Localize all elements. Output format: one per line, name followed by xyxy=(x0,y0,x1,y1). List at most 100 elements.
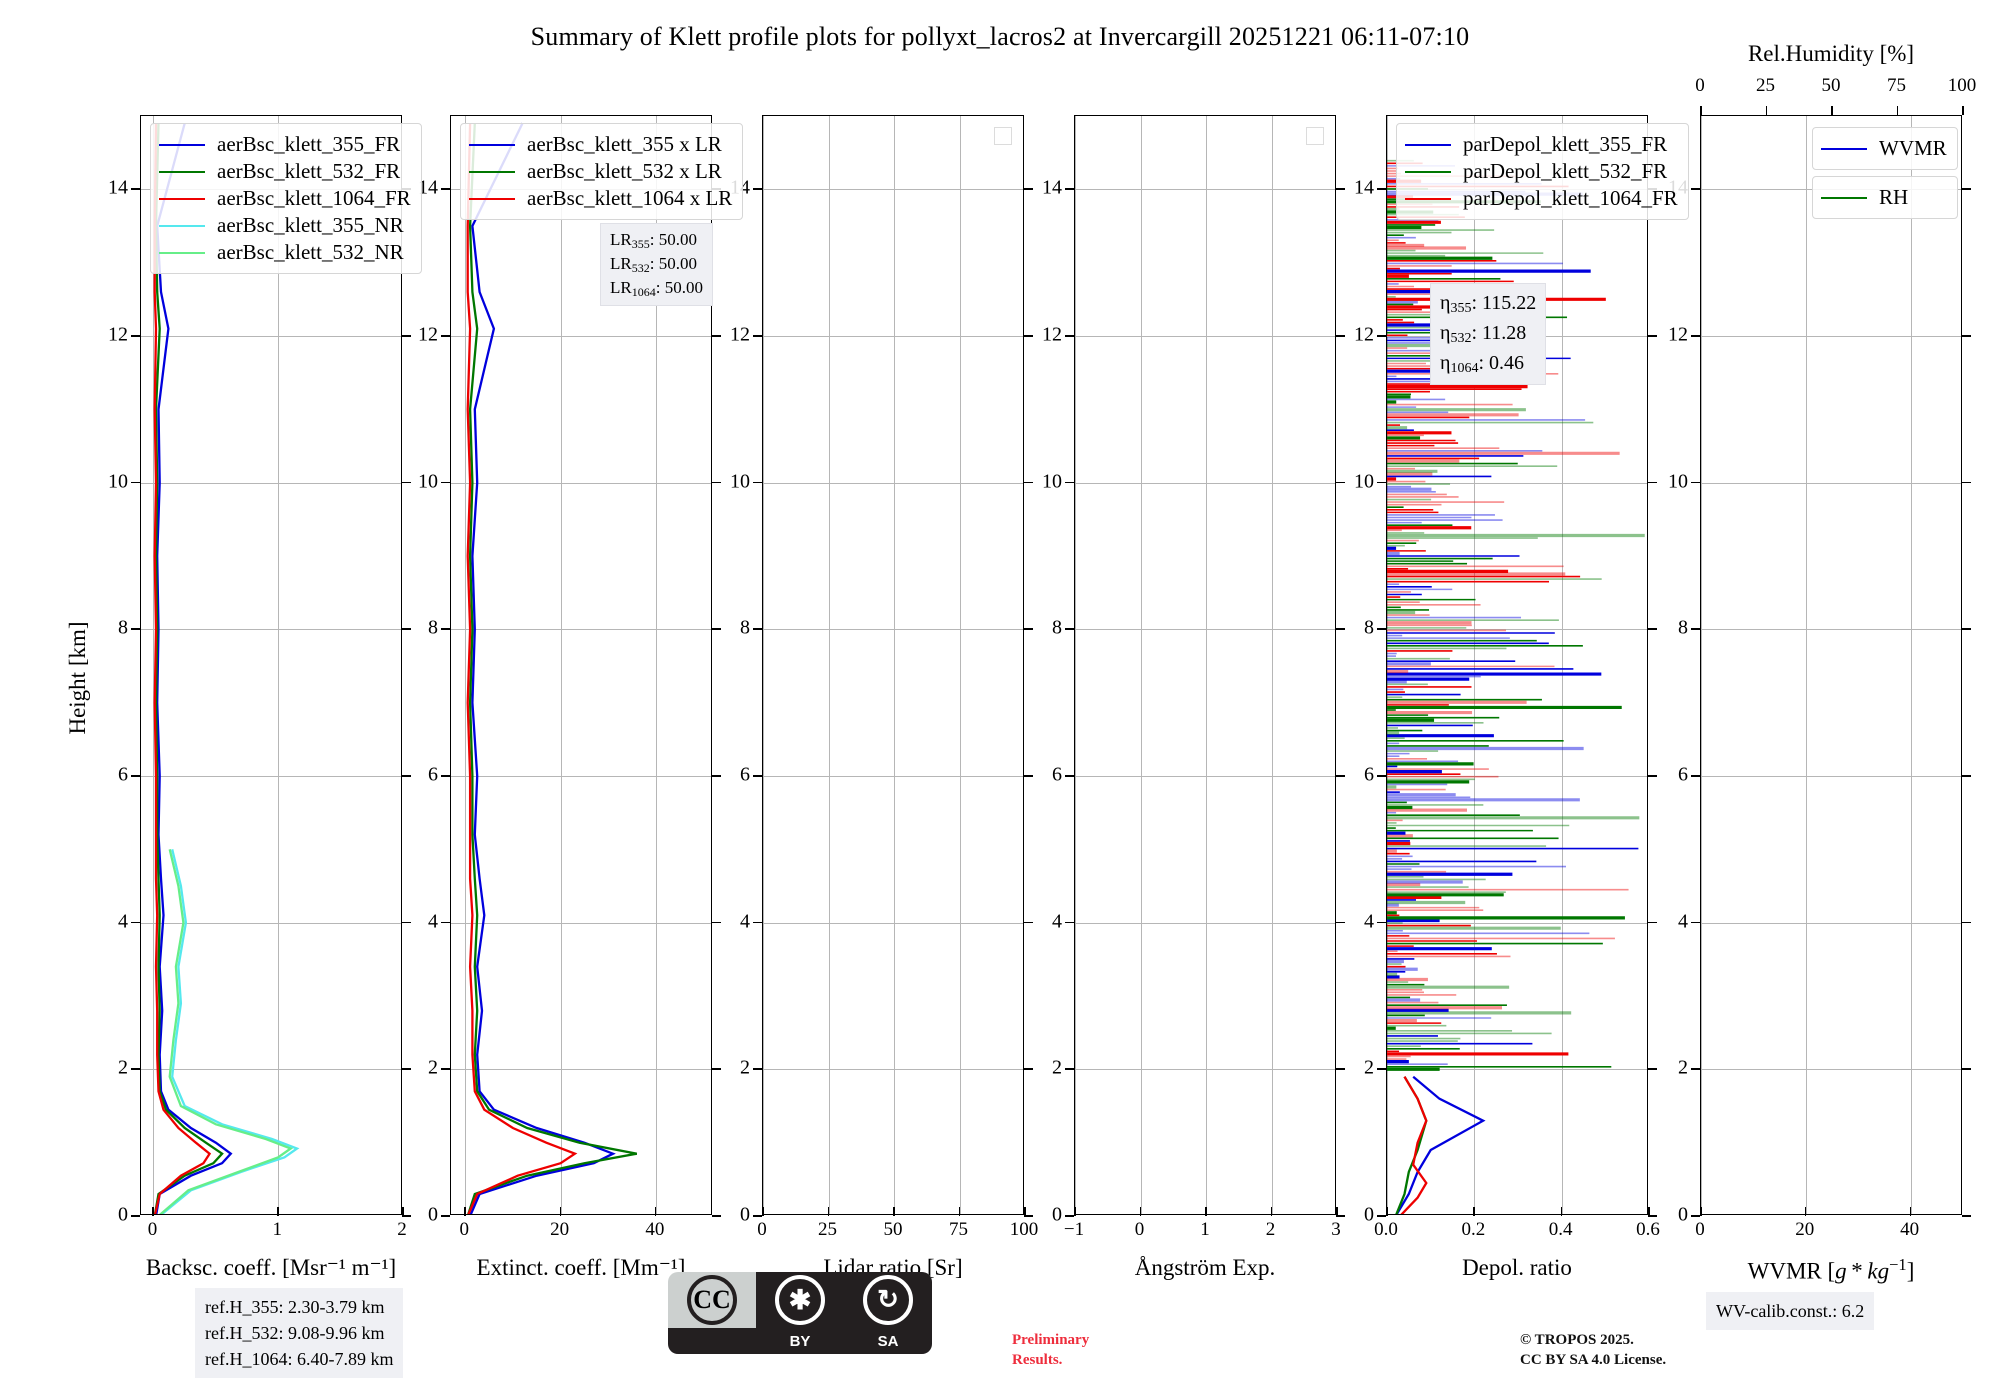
y-tick-left xyxy=(441,775,450,777)
gridline-vertical xyxy=(894,116,895,1214)
y-tick-left xyxy=(753,335,762,337)
y-tick-left xyxy=(1691,628,1700,630)
y-tick-label: 2 xyxy=(1364,1056,1374,1079)
y-tick-right xyxy=(1336,335,1345,337)
reference-height-line: ref.H_355: 2.30-3.79 km xyxy=(205,1297,385,1317)
gridline-horizontal xyxy=(1387,922,1647,924)
y-tick-right xyxy=(1962,481,1971,484)
top-x-tick xyxy=(1896,106,1899,115)
y-tick-label: 6 xyxy=(1364,763,1374,786)
y-tick-left xyxy=(1691,1215,1700,1217)
legend-wvmr-rh[interactable]: WVMR RH xyxy=(1812,127,1958,225)
y-tick-label: 0 xyxy=(1364,1203,1374,1226)
x-tick-label: 2 xyxy=(397,1219,407,1240)
gridline-horizontal xyxy=(1075,776,1335,777)
y-tick-label: 2 xyxy=(740,1056,750,1079)
y-tick-right xyxy=(402,775,411,777)
y-tick-label: 12 xyxy=(1042,323,1062,346)
legend-item[interactable]: WVMR xyxy=(1812,127,1958,170)
legend-item[interactable]: parDepol_klett_1064_FR xyxy=(1405,185,1678,212)
x-tick xyxy=(1270,1207,1273,1216)
legend-item[interactable]: aerBsc_klett_1064_FR xyxy=(159,185,411,212)
gridline-horizontal xyxy=(1701,629,1961,631)
legend-color-swatch xyxy=(1405,143,1451,146)
legend-color-swatch xyxy=(1405,170,1451,173)
x-tick-label: 75 xyxy=(949,1219,968,1240)
legend-label: RH xyxy=(1879,185,1909,209)
gridline-vertical xyxy=(1910,116,1912,1214)
legend-placeholder[interactable] xyxy=(994,127,1012,145)
y-tick-left xyxy=(753,481,762,484)
y-tick-left xyxy=(131,921,140,924)
series-line xyxy=(1395,1075,1486,1214)
series-line xyxy=(155,123,233,1214)
legend-item[interactable]: aerBsc_klett_355_NR xyxy=(159,212,411,239)
top-x-tick xyxy=(1765,106,1768,115)
reference-height-line: ref.H_532: 9.08-9.96 km xyxy=(205,1323,385,1344)
top-x-tick xyxy=(1700,106,1702,115)
y-tick-right xyxy=(1962,628,1971,630)
gridline-horizontal xyxy=(763,482,1023,484)
x-axis-title-depol-ratio: Depol. ratio xyxy=(1462,1255,1572,1280)
x-tick xyxy=(1700,1207,1702,1216)
x-tick xyxy=(1139,1207,1142,1216)
y-tick-right xyxy=(1648,1068,1657,1070)
top-x-tick-label: 100 xyxy=(1947,75,1977,96)
legend-item[interactable]: aerBsc_klett_1064 x LR xyxy=(469,185,732,212)
legend-item[interactable]: aerBsc_klett_532_FR xyxy=(159,158,411,185)
gridline-horizontal xyxy=(1075,629,1335,631)
legend-item[interactable]: parDepol_klett_355_FR xyxy=(1405,131,1678,158)
y-tick-left xyxy=(1377,921,1386,924)
legend-item[interactable]: RH xyxy=(1812,176,1958,219)
legend-label: aerBsc_klett_532_NR xyxy=(217,240,404,264)
legend-depol-ratio[interactable]: parDepol_klett_355_FR parDepol_klett_532_… xyxy=(1396,123,1689,220)
y-tick-left xyxy=(1065,921,1074,924)
legend-color-swatch xyxy=(1821,147,1867,150)
legend-color-swatch xyxy=(469,170,515,173)
y-tick-left xyxy=(1377,1215,1386,1217)
gridline-horizontal xyxy=(141,482,401,484)
y-tick-right xyxy=(1962,335,1971,337)
legend-item[interactable]: aerBsc_klett_532 x LR xyxy=(469,158,732,185)
y-tick-label: 2 xyxy=(428,1056,438,1079)
plot-panel-depol-ratio: 0 2 4 6 8 10 12 14 0.0 0.2 0.4 0.6 Depol. ratio parDe… xyxy=(1354,115,1689,1280)
y-tick-left xyxy=(131,188,140,190)
y-tick-left xyxy=(441,921,450,924)
y-tick-right xyxy=(712,335,721,337)
legend-item[interactable]: aerBsc_klett_532_NR xyxy=(159,239,411,266)
gridline-horizontal xyxy=(141,629,401,631)
legend-label: parDepol_klett_355_FR xyxy=(1463,132,1668,156)
x-tick xyxy=(654,1207,657,1216)
legend-label: aerBsc_klett_355 x LR xyxy=(527,132,722,156)
y-tick-left xyxy=(1377,335,1386,337)
legend-placeholder[interactable] xyxy=(1306,127,1324,145)
plot-area-lidar-ratio xyxy=(762,115,1024,1215)
y-tick-right xyxy=(712,481,721,484)
x-tick-label: 0 xyxy=(757,1219,767,1240)
y-tick-left xyxy=(1065,775,1074,777)
legend-item[interactable]: aerBsc_klett_355_FR xyxy=(159,131,411,158)
gridline-horizontal xyxy=(451,482,711,484)
y-tick-label: 12 xyxy=(108,323,128,346)
legend-item[interactable]: aerBsc_klett_355 x LR xyxy=(469,131,732,158)
legend-item[interactable]: parDepol_klett_532_FR xyxy=(1405,158,1678,185)
series-line xyxy=(159,849,294,1214)
gridline-horizontal xyxy=(1701,336,1961,337)
legend-backscatter[interactable]: aerBsc_klett_355_FR aerBsc_klett_532_FR ae… xyxy=(150,123,422,274)
legend-extinction[interactable]: aerBsc_klett_355 x LR aerBsc_klett_532 x … xyxy=(460,123,744,220)
y-tick-label: 6 xyxy=(118,763,128,786)
y-tick-left xyxy=(441,188,450,190)
y-tick-right xyxy=(712,921,721,924)
x-tick xyxy=(1205,1207,1207,1216)
gridline-vertical xyxy=(1075,116,1076,1214)
legend-color-swatch xyxy=(469,143,515,146)
y-tick-label: 10 xyxy=(1668,470,1688,493)
gridline-horizontal xyxy=(1701,1069,1961,1071)
y-tick-left xyxy=(1065,628,1074,630)
legend-label: aerBsc_klett_1064 x LR xyxy=(527,186,733,210)
y-tick-label: 12 xyxy=(418,323,438,346)
annotation-extinction: LR355: 50.00 LR532: 50.00 LR1064: 50.00 xyxy=(600,223,713,307)
y-tick-left xyxy=(441,335,450,337)
cc-sa-icon-cell: ↻ xyxy=(844,1272,932,1328)
y-tick-label: 14 xyxy=(418,176,438,199)
